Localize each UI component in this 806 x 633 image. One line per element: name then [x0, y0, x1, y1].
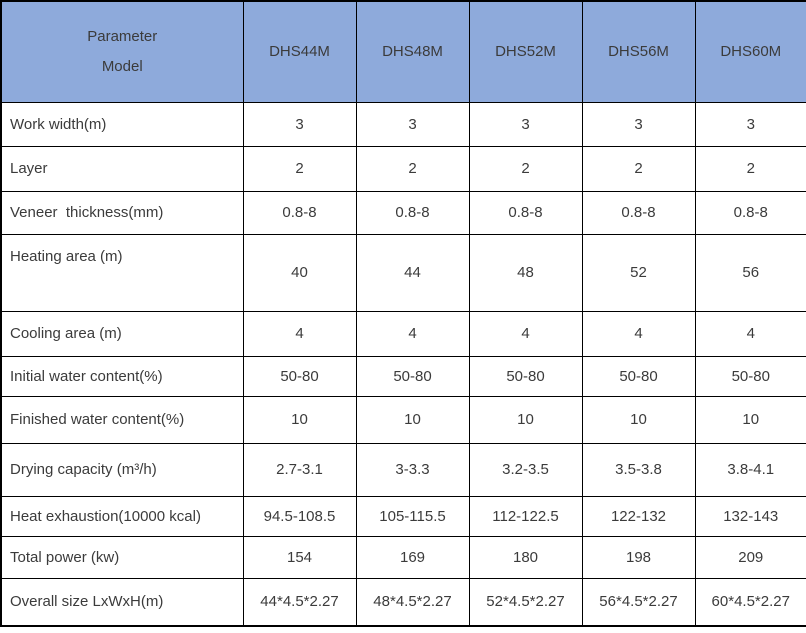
table-row: Total power (kw) 154 169 180 198 209: [0, 535, 806, 579]
cell-value: 44*4.5*2.27: [242, 577, 357, 627]
table-row: Overall size LxWxH(m) 44*4.5*2.27 48*4.5*2…: [0, 577, 806, 627]
cell-value: 3.2-3.5: [468, 442, 583, 497]
cell-value: 105-115.5: [355, 495, 470, 537]
table-row: Layer 2 2 2 2 2: [0, 145, 806, 192]
cell-value: 50-80: [694, 355, 806, 397]
cell-value: 3: [581, 101, 696, 147]
cell-value: 3.5-3.8: [581, 442, 696, 497]
table-row: Initial water content(%) 50-80 50-80 50-80 5…: [0, 355, 806, 397]
cell-value: 122-132: [581, 495, 696, 537]
cell-value: 112-122.5: [468, 495, 583, 537]
cell-value: 0.8-8: [581, 190, 696, 235]
row-label: Heat exhaustion(10000 kcal): [0, 495, 244, 537]
cell-value: 209: [694, 535, 806, 579]
model-header-cell: DHS44M: [242, 0, 357, 103]
cell-value: 2: [694, 145, 806, 192]
cell-value: 3: [355, 101, 470, 147]
table-row: Finished water content(%) 10 10 10 10 10: [0, 395, 806, 444]
table-row: Heating area (m) 40 44 48 52 56: [0, 233, 806, 312]
cell-value: 154: [242, 535, 357, 579]
cell-value: 0.8-8: [242, 190, 357, 235]
cell-value: 2: [468, 145, 583, 192]
cell-value: 60*4.5*2.27: [694, 577, 806, 627]
cell-value: 2: [242, 145, 357, 192]
row-label: Cooling area (m): [0, 310, 244, 357]
cell-value: 198: [581, 535, 696, 579]
cell-value: 52: [581, 233, 696, 312]
cell-value: 0.8-8: [468, 190, 583, 235]
cell-value: 180: [468, 535, 583, 579]
cell-value: 10: [355, 395, 470, 444]
cell-value: 50-80: [581, 355, 696, 397]
cell-value: 10: [581, 395, 696, 444]
cell-value: 10: [242, 395, 357, 444]
table-row: Heat exhaustion(10000 kcal) 94.5-108.5 105…: [0, 495, 806, 537]
cell-value: 50-80: [468, 355, 583, 397]
row-label: Overall size LxWxH(m): [0, 577, 244, 627]
row-label: Finished water content(%): [0, 395, 244, 444]
table-header-row: Parameter Model DHS44M DHS48M DHS52M DHS56M…: [0, 0, 806, 103]
cell-value: 56*4.5*2.27: [581, 577, 696, 627]
cell-value: 94.5-108.5: [242, 495, 357, 537]
table-row: Drying capacity (m³/h) 2.7-3.1 3-3.3 3.2-3.…: [0, 442, 806, 497]
cell-value: 44: [355, 233, 470, 312]
cell-value: 4: [581, 310, 696, 357]
cell-value: 3: [694, 101, 806, 147]
cell-value: 2.7-3.1: [242, 442, 357, 497]
cell-value: 4: [468, 310, 583, 357]
row-label: Veneer thickness(mm): [0, 190, 244, 235]
cell-value: 4: [242, 310, 357, 357]
cell-value: 3: [468, 101, 583, 147]
cell-value: 50-80: [355, 355, 470, 397]
cell-value: 48*4.5*2.27: [355, 577, 470, 627]
table-row: Work width(m) 3 3 3 3 3: [0, 101, 806, 147]
cell-value: 10: [468, 395, 583, 444]
cell-value: 56: [694, 233, 806, 312]
cell-value: 169: [355, 535, 470, 579]
cell-value: 0.8-8: [694, 190, 806, 235]
cell-value: 50-80: [242, 355, 357, 397]
cell-value: 52*4.5*2.27: [468, 577, 583, 627]
cell-value: 40: [242, 233, 357, 312]
cell-value: 48: [468, 233, 583, 312]
cell-value: 2: [581, 145, 696, 192]
cell-value: 132-143: [694, 495, 806, 537]
row-label: Initial water content(%): [0, 355, 244, 397]
cell-value: 10: [694, 395, 806, 444]
cell-value: 3.8-4.1: [694, 442, 806, 497]
table-row: Veneer thickness(mm) 0.8-8 0.8-8 0.8-8 0.8-8…: [0, 190, 806, 235]
model-header-cell: DHS56M: [581, 0, 696, 103]
cell-value: 3-3.3: [355, 442, 470, 497]
row-label: Total power (kw): [0, 535, 244, 579]
table-body: Work width(m) 3 3 3 3 3 Layer 2 2 2 2 2 Veneer thick…: [0, 101, 806, 627]
row-label: Layer: [0, 145, 244, 192]
header-parameter-model-cell: Parameter Model: [0, 0, 244, 103]
cell-value: 4: [694, 310, 806, 357]
model-header-cell: DHS48M: [355, 0, 470, 103]
cell-value: 2: [355, 145, 470, 192]
cell-value: 4: [355, 310, 470, 357]
table-row: Cooling area (m) 4 4 4 4 4: [0, 310, 806, 357]
model-header-cell: DHS52M: [468, 0, 583, 103]
row-label: Heating area (m): [0, 233, 244, 312]
header-model-label: Model: [101, 57, 143, 75]
cell-value: 3: [242, 101, 357, 147]
row-label: Drying capacity (m³/h): [0, 442, 244, 497]
model-header-cell: DHS60M: [694, 0, 806, 103]
cell-value: 0.8-8: [355, 190, 470, 235]
row-label: Work width(m): [0, 101, 244, 147]
header-parameter-label: Parameter: [87, 27, 158, 45]
